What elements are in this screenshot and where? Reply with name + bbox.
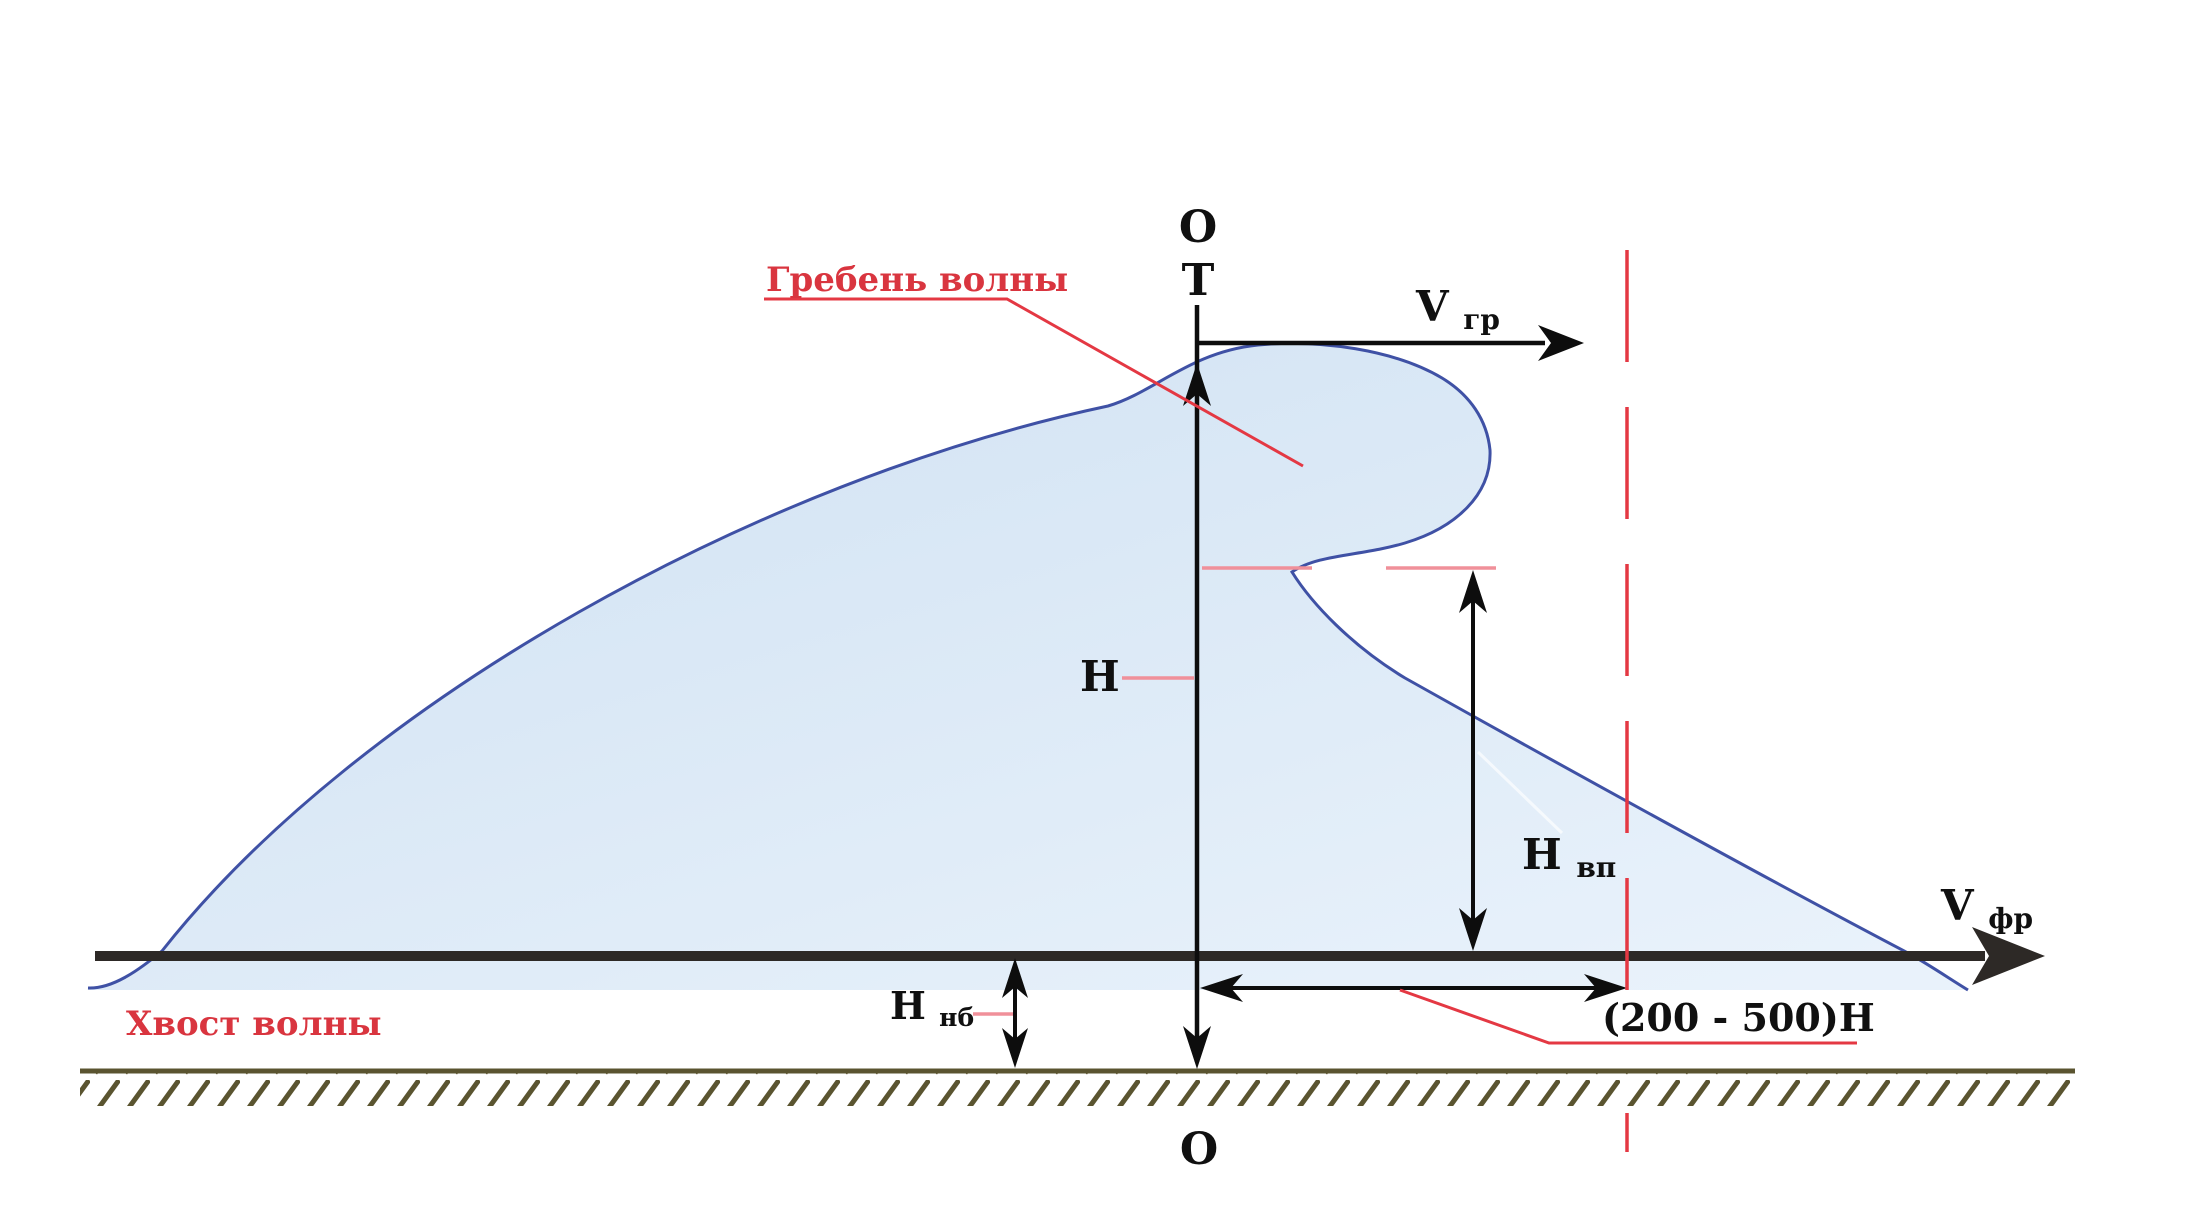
ground-hatch: [80, 1073, 2075, 1106]
crest-velocity-main: V: [1415, 282, 1450, 331]
water-level-line-group: [95, 927, 2045, 985]
axis-down-arrowhead: [1183, 1026, 1211, 1069]
red-leader-lines: [764, 250, 1857, 1152]
wave-body: [88, 343, 1968, 991]
dimension-lines-group: [1002, 305, 1627, 1069]
wave-outline: [87, 341, 1969, 992]
tailwater-height-label: H нб: [890, 983, 974, 1032]
tailwater-height-main: H: [890, 983, 926, 1028]
distance-left-arrowhead: [1200, 974, 1243, 1002]
front-velocity-label: V фр: [1940, 881, 2033, 935]
wave-front-height-main: H: [1522, 830, 1562, 879]
tailwater-height-sub: нб: [939, 1003, 974, 1032]
front-velocity-main: V: [1940, 881, 1975, 930]
front-velocity-sub: фр: [1988, 902, 2033, 935]
dam-height-label: H: [1080, 652, 1120, 701]
arrowheads-group: [1002, 325, 1627, 1069]
axis-top-o-label: О: [1179, 202, 1217, 253]
crest-label-leader: [764, 297, 1304, 468]
axis-up-arrowhead: [1183, 363, 1211, 406]
tailwater-up-arrowhead: [1002, 958, 1028, 998]
crest-velocity-sub: гр: [1463, 303, 1500, 336]
tailwater-down-arrowhead: [1002, 1028, 1028, 1068]
distance-right-arrowhead: [1584, 974, 1627, 1002]
front-arrowhead-group: [1972, 927, 2045, 985]
crest-label: Гребень волны: [766, 260, 1068, 300]
distance-label-leader: [1399, 988, 1857, 1045]
wave-front-height-down-arrowhead: [1459, 908, 1487, 951]
axis-top-t-label: Т: [1182, 255, 1215, 306]
wave-front-height-label: H вп: [1522, 830, 1616, 884]
crest-velocity-label: V гр: [1415, 282, 1500, 336]
wave-front-height-up-arrowhead: [1459, 570, 1487, 613]
tail-label: Хвост волны: [126, 1004, 382, 1044]
front-velocity-arrowhead: [1972, 927, 2045, 985]
wave-front-height-sub: вп: [1576, 851, 1616, 884]
wave-highlight-streak: [1476, 750, 1564, 835]
pink-reference-lines: [973, 566, 1496, 1016]
axis-bottom-o-label: О: [1180, 1124, 1218, 1175]
distance-label: (200 - 500)H: [1602, 995, 1875, 1040]
crest-velocity-arrowhead: [1538, 325, 1584, 361]
